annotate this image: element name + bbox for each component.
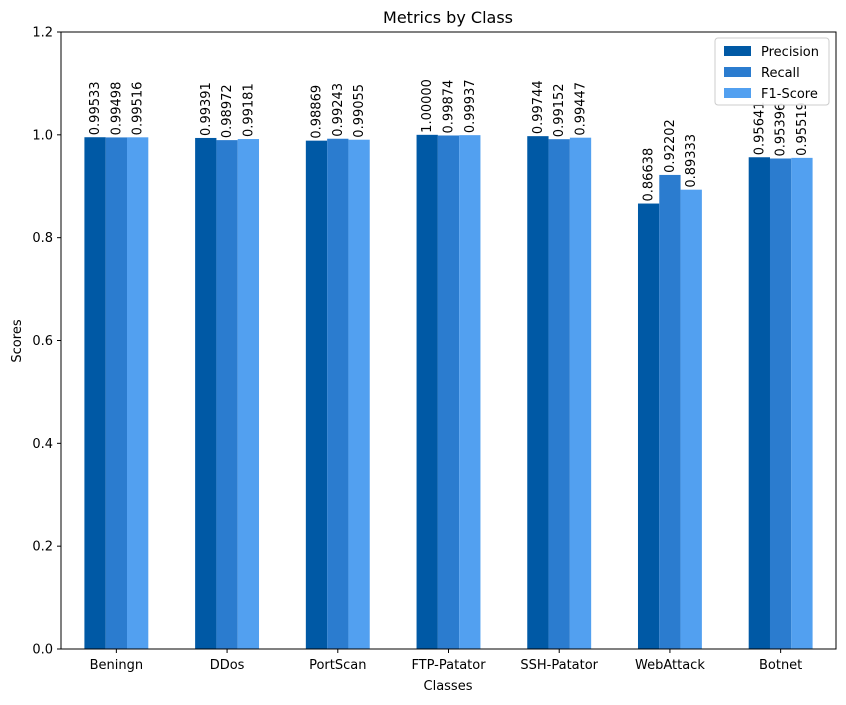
y-tick-label: 1.0 xyxy=(32,128,53,143)
data-label-precision-beningn: 0.99533 xyxy=(88,81,103,135)
bar-recall-botnet xyxy=(769,158,792,649)
bars-layer xyxy=(84,134,813,650)
bar-recall-portscan xyxy=(327,138,349,650)
legend-swatch-recall xyxy=(724,67,751,77)
bar-f1-score-botnet xyxy=(791,157,813,649)
legend-label-precision: Precision xyxy=(761,45,819,60)
y-tick-label: 0.4 xyxy=(32,437,53,452)
data-label-recall-webattack: 0.92202 xyxy=(663,119,678,173)
bar-f1-score-webattack xyxy=(680,189,702,649)
y-tick-label: 0.2 xyxy=(32,540,53,555)
bar-recall-beningn xyxy=(105,137,128,649)
bar-recall-webattack xyxy=(659,174,681,649)
bar-precision-beningn xyxy=(84,137,106,650)
data-label-f1-score-beningn: 0.99516 xyxy=(131,82,146,136)
data-label-recall-ftp-patator: 0.99874 xyxy=(442,80,457,134)
data-label-precision-webattack: 0.86638 xyxy=(642,148,657,202)
x-tick-label-beningn: Beningn xyxy=(90,658,144,673)
bar-f1-score-beningn xyxy=(127,137,149,649)
bar-f1-score-ftp-patator xyxy=(459,135,481,649)
chart-title: Metrics by Class xyxy=(383,8,513,27)
bar-precision-portscan xyxy=(305,140,328,649)
bar-recall-ddos xyxy=(216,140,238,649)
data-label-recall-portscan: 0.99243 xyxy=(331,83,346,137)
legend: Precision Recall F1-Score xyxy=(714,37,830,106)
bar-precision-ssh-patator xyxy=(527,136,549,649)
legend-label-f1-score: F1-Score xyxy=(761,87,818,102)
bar-recall-ssh-patator xyxy=(548,139,570,649)
data-label-f1-score-botnet: 0.95519 xyxy=(795,102,810,156)
bar-precision-webattack xyxy=(637,203,660,650)
x-tick-label-ssh-patator: SSH-Patator xyxy=(520,658,598,673)
bar-precision-botnet xyxy=(748,157,770,649)
x-axis: Beningn DDos PortScan FTP-Patator SSH-Patato… xyxy=(90,649,802,673)
y-tick-label: 0.6 xyxy=(32,334,53,349)
bar-precision-ftp-patator xyxy=(416,134,438,649)
bar-f1-score-ssh-patator xyxy=(569,137,592,649)
data-label-precision-portscan: 0.98869 xyxy=(309,85,324,139)
data-label-recall-ssh-patator: 0.99152 xyxy=(552,83,567,137)
bar-recall-ftp-patator xyxy=(437,135,460,650)
y-tick-label: 1.2 xyxy=(32,26,53,41)
data-label-f1-score-webattack: 0.89333 xyxy=(684,134,699,188)
data-label-f1-score-portscan: 0.99055 xyxy=(352,84,367,138)
data-label-precision-ftp-patator: 1.00000 xyxy=(420,79,435,133)
legend-swatch-precision xyxy=(724,46,751,56)
data-label-recall-beningn: 0.99498 xyxy=(109,82,124,136)
data-label-f1-score-ftp-patator: 0.99937 xyxy=(463,79,478,133)
bar-precision-ddos xyxy=(195,137,217,649)
data-label-precision-ddos: 0.99391 xyxy=(199,82,214,136)
x-axis-title: Classes xyxy=(424,679,473,694)
legend-label-recall: Recall xyxy=(761,66,800,81)
y-axis-title: Scores xyxy=(10,319,25,362)
x-tick-label-ftp-patator: FTP-Patator xyxy=(411,658,486,673)
y-axis: 0.0 0.2 0.4 0.6 0.8 1.0 1.2 xyxy=(32,26,61,658)
y-tick-label: 0.8 xyxy=(32,231,53,246)
x-tick-label-portscan: PortScan xyxy=(309,658,366,673)
x-tick-label-botnet: Botnet xyxy=(759,658,802,673)
data-label-f1-score-ssh-patator: 0.99447 xyxy=(574,82,589,136)
data-labels-layer: 0.99533 0.99498 0.99516 0.99391 0.98972 0.991… xyxy=(88,79,810,201)
data-label-recall-botnet: 0.95396 xyxy=(774,103,789,157)
x-tick-label-webattack: WebAttack xyxy=(635,658,705,673)
x-tick-label-ddos: DDos xyxy=(210,658,245,673)
data-label-f1-score-ddos: 0.99181 xyxy=(241,83,256,137)
data-label-precision-ssh-patator: 0.99744 xyxy=(531,80,546,134)
y-tick-label: 0.0 xyxy=(32,643,53,658)
bar-f1-score-portscan xyxy=(348,139,370,649)
legend-swatch-f1-score xyxy=(724,88,751,98)
data-label-precision-botnet: 0.95641 xyxy=(752,101,767,155)
bar-f1-score-ddos xyxy=(237,139,260,650)
data-label-recall-ddos: 0.98972 xyxy=(220,84,235,138)
